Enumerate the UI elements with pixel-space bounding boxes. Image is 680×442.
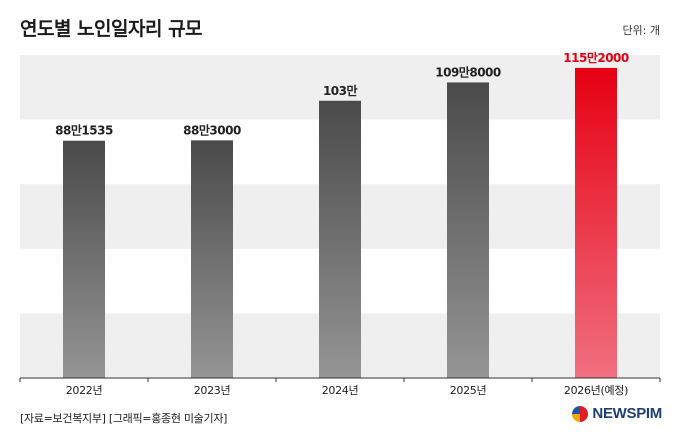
bar-2: [319, 100, 361, 378]
bar-0: [63, 140, 105, 378]
x-tick-label-0: 2022년: [66, 384, 103, 397]
source-credit: [자료=보건복지부] [그래픽=홍종현 미술기자]: [20, 412, 228, 425]
unit-label: 단위: 개: [622, 24, 660, 37]
chart-title: 연도별 노인일자리 규모: [20, 18, 203, 40]
data-label-1: 88만3000: [183, 122, 241, 137]
bar-1: [191, 140, 233, 378]
bar-4: [575, 67, 617, 379]
newspim-logo: NEWSPIM: [572, 405, 662, 422]
x-tick-label-1: 2023년: [194, 384, 231, 397]
newspim-logo-icon: [572, 405, 589, 422]
x-tick-label-2: 2024년: [322, 384, 359, 397]
data-label-2: 103만: [323, 83, 358, 98]
data-label-3: 109만8000: [435, 64, 501, 79]
x-tick-label-4: 2026년(예정): [564, 384, 628, 397]
x-tick-label-3: 2025년: [450, 384, 487, 397]
data-label-4: 115만2000: [563, 50, 629, 65]
bar-3: [447, 82, 489, 378]
data-label-0: 88만1535: [55, 123, 113, 138]
newspim-logo-text: NEWSPIM: [592, 405, 662, 422]
